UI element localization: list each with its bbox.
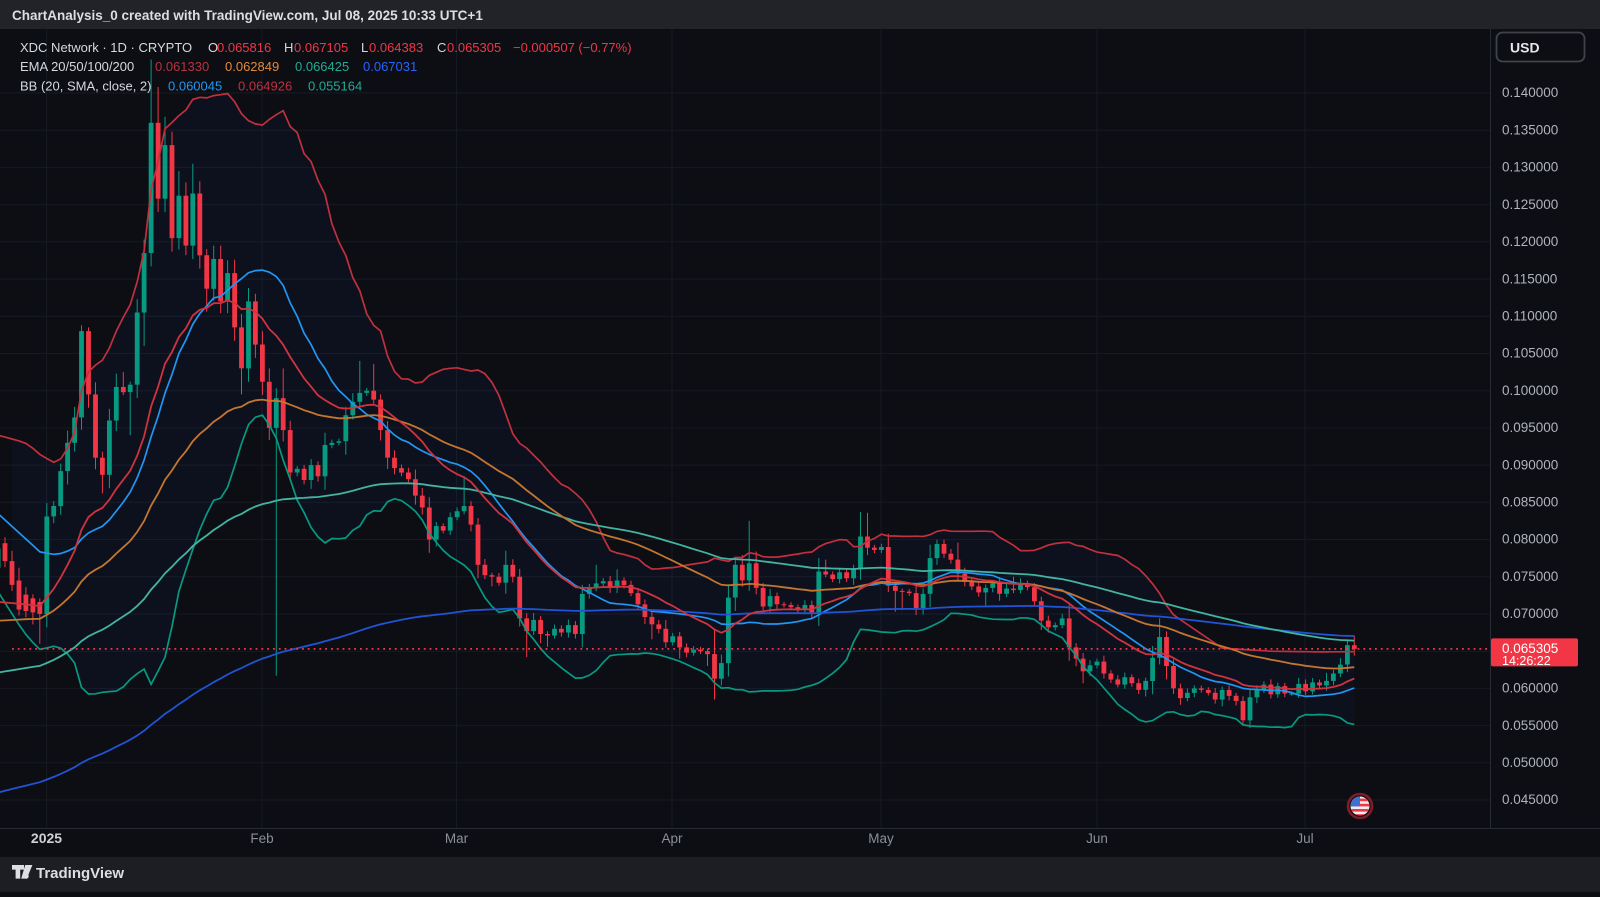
svg-text:0.064383: 0.064383: [369, 40, 423, 55]
svg-text:Mar: Mar: [445, 831, 469, 846]
svg-text:0.115000: 0.115000: [1502, 271, 1557, 286]
svg-text:0.064926: 0.064926: [238, 79, 292, 94]
svg-text:0.085000: 0.085000: [1502, 495, 1558, 510]
svg-text:0.090000: 0.090000: [1502, 457, 1558, 472]
svg-text:Jun: Jun: [1086, 831, 1108, 846]
svg-text:0.110000: 0.110000: [1502, 309, 1557, 324]
svg-text:0.080000: 0.080000: [1502, 532, 1558, 547]
svg-text:O: O: [208, 40, 218, 55]
svg-text:0.105000: 0.105000: [1502, 346, 1558, 361]
svg-text:TradingView: TradingView: [36, 865, 124, 882]
svg-text:Jul: Jul: [1296, 831, 1313, 846]
svg-text:0.045000: 0.045000: [1502, 792, 1558, 807]
svg-text:0.130000: 0.130000: [1502, 160, 1558, 175]
svg-text:EMA 20/50/100/200: EMA 20/50/100/200: [20, 59, 134, 74]
svg-text:0.067031: 0.067031: [363, 59, 417, 74]
svg-text:0.075000: 0.075000: [1502, 569, 1558, 584]
svg-text:May: May: [868, 831, 894, 846]
svg-text:0.067105: 0.067105: [294, 40, 348, 55]
svg-text:0.140000: 0.140000: [1502, 85, 1558, 100]
svg-text:14:26:22: 14:26:22: [1502, 654, 1551, 668]
svg-text:L: L: [361, 40, 368, 55]
svg-text:ChartAnalysis_0 created with T: ChartAnalysis_0 created with TradingView…: [12, 8, 483, 23]
svg-text:0.065305: 0.065305: [447, 40, 501, 55]
svg-text:0.125000: 0.125000: [1502, 197, 1558, 212]
svg-text:C: C: [437, 40, 446, 55]
svg-text:0.066425: 0.066425: [295, 59, 349, 74]
svg-text:0.095000: 0.095000: [1502, 420, 1558, 435]
svg-text:0.061330: 0.061330: [155, 59, 209, 74]
svg-text:0.060045: 0.060045: [168, 79, 222, 94]
svg-text:2025: 2025: [31, 830, 62, 846]
svg-text:USD: USD: [1510, 40, 1540, 56]
svg-text:H: H: [284, 40, 293, 55]
svg-text:Apr: Apr: [661, 831, 683, 846]
svg-text:−0.000507 (−0.77%): −0.000507 (−0.77%): [513, 40, 632, 55]
svg-text:Feb: Feb: [250, 831, 273, 846]
svg-text:0.055000: 0.055000: [1502, 718, 1558, 733]
svg-text:0.120000: 0.120000: [1502, 234, 1558, 249]
svg-text:0.062849: 0.062849: [225, 59, 279, 74]
svg-text:BB (20, SMA, close, 2): BB (20, SMA, close, 2): [20, 79, 152, 94]
svg-text:0.050000: 0.050000: [1502, 755, 1558, 770]
svg-text:0.065816: 0.065816: [217, 40, 271, 55]
svg-text:0.060000: 0.060000: [1502, 681, 1558, 696]
svg-text:0.055164: 0.055164: [308, 79, 362, 94]
svg-text:XDC Network · 1D · CRYPTO: XDC Network · 1D · CRYPTO: [20, 40, 192, 55]
svg-text:0.065305: 0.065305: [1502, 641, 1558, 656]
svg-text:0.070000: 0.070000: [1502, 606, 1558, 621]
svg-text:0.135000: 0.135000: [1502, 122, 1558, 137]
svg-text:0.100000: 0.100000: [1502, 383, 1558, 398]
